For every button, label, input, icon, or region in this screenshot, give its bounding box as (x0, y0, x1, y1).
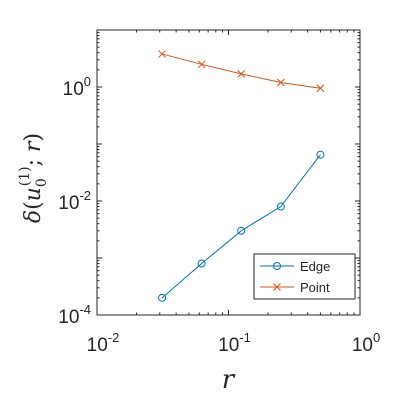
data-point-edge (197, 259, 206, 268)
x-marker-stroke (237, 70, 246, 78)
x-marker-stroke (273, 283, 281, 291)
y-tick-label-exponent: 0 (84, 74, 91, 89)
series-layer (158, 50, 325, 302)
x-marker-stroke (197, 60, 206, 69)
data-point-point (158, 50, 166, 58)
y-tick-label-exponent: -2 (79, 188, 91, 203)
y-title-sub: 0 (34, 178, 50, 187)
series-line-edge (161, 154, 321, 299)
x-marker-stroke (276, 78, 285, 87)
y-title-sep: ; (21, 152, 46, 166)
x-tick-label-base: 10 (352, 335, 373, 356)
x-tick-label: 100 (352, 330, 380, 356)
x-tick-label-base: 10 (218, 335, 239, 356)
x-tick-label-base: 10 (87, 335, 108, 356)
data-point-point (237, 70, 246, 78)
legend-marker-edge (273, 262, 281, 270)
x-tick-label-exponent: 0 (373, 330, 380, 345)
legend-box (253, 253, 356, 300)
x-tick-label-exponent: -1 (239, 330, 251, 345)
y-title-close: ) (21, 133, 46, 142)
y-tick-label-base: 10 (63, 79, 84, 100)
y-title-r: r (21, 140, 46, 152)
data-point-edge (158, 293, 167, 302)
y-tick-label-exponent: -4 (79, 302, 91, 317)
x-tick-label: 10-1 (218, 330, 251, 356)
x-marker-stroke (316, 84, 325, 93)
x-marker-stroke (158, 50, 166, 58)
y-tick-label-base: 10 (58, 307, 79, 328)
data-point-edge (276, 202, 285, 211)
y-title-u: u (21, 187, 46, 201)
data-point-edge (316, 150, 325, 159)
data-point-edge (237, 226, 246, 235)
data-point-point (276, 78, 285, 87)
legend-marker-point (273, 283, 281, 291)
legend-label-edge: Edge (300, 259, 330, 274)
x-axis-title: r (222, 365, 236, 395)
y-tick-label-base: 10 (58, 193, 79, 214)
y-tick-label: 10-2 (58, 188, 91, 214)
y-title-sup: (1) (17, 166, 33, 186)
legend: Edge Point (253, 253, 356, 300)
y-title-open: ( (21, 201, 46, 210)
y-axis-title: δ(u0(1); r) (17, 133, 50, 223)
y-tick-label: 10-4 (58, 302, 91, 328)
y-title-delta: δ (21, 210, 46, 223)
y-tick-label: 100 (63, 74, 91, 100)
data-point-point (197, 60, 206, 69)
x-tick-label: 10-2 (87, 330, 120, 356)
legend-label-point: Point (300, 280, 330, 295)
data-point-point (316, 84, 325, 93)
x-tick-label-exponent: -2 (108, 330, 120, 345)
